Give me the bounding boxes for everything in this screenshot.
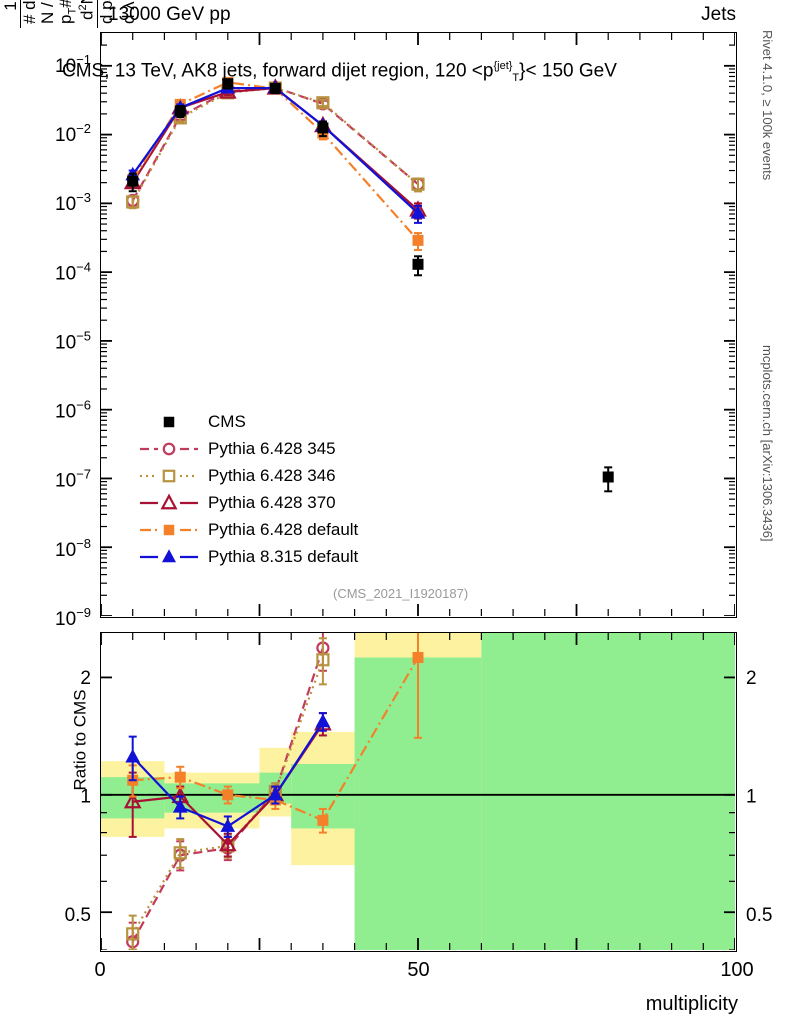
data-marker: [220, 818, 236, 832]
legend-key-pythia6-370: [140, 493, 198, 513]
series-cms: [127, 78, 614, 493]
data-marker: [160, 493, 178, 509]
legend-label: Pythia 6.428 default: [208, 519, 359, 539]
data-marker: [123, 791, 142, 809]
data-marker: [315, 713, 331, 728]
series-line: [131, 86, 419, 214]
data-marker: [126, 195, 140, 209]
data-marker: [163, 524, 175, 535]
legend-label: CMS: [208, 411, 246, 431]
data-marker: [174, 771, 186, 783]
data-marker: [163, 416, 175, 427]
x-tick-label: 50: [407, 959, 429, 981]
ratio-axis-ticks: [101, 633, 735, 950]
legend-key-icon: [140, 469, 198, 482]
x-tick-label: 0: [94, 959, 105, 981]
main-plot-svg: [101, 33, 735, 616]
data-marker: [269, 82, 281, 94]
ratio-y-tick-label-left: 1: [80, 786, 91, 807]
data-marker: [173, 846, 187, 860]
legend-key-pythia6-346: [140, 466, 198, 486]
main-y-tick-label: 10−7: [55, 467, 91, 492]
data-marker: [222, 78, 234, 90]
legend-row[interactable]: Pythia 6.428 370: [140, 489, 358, 516]
data-marker: [412, 234, 424, 246]
legend-label: Pythia 6.428 346: [208, 465, 336, 485]
data-marker: [412, 651, 424, 663]
legend-row[interactable]: Pythia 8.315 default: [140, 543, 358, 570]
legend-key-pythia8-default: [140, 547, 198, 567]
header-analysis-category: Jets: [701, 4, 736, 25]
data-marker: [172, 799, 188, 813]
legend-label: Pythia 6.428 370: [208, 492, 336, 512]
data-marker: [602, 471, 614, 483]
data-marker: [412, 258, 424, 270]
data-marker: [316, 96, 330, 110]
legend-row[interactable]: Pythia 6.428 default: [140, 516, 358, 543]
data-marker: [162, 469, 176, 482]
x-axis-label: multiplicity: [645, 993, 738, 1015]
legend-key-icon: [140, 493, 198, 509]
band-green: [481, 633, 735, 950]
data-marker: [268, 786, 283, 801]
plot-title: CMS, 13 TeV, AK8 jets, forward dijet reg…: [62, 60, 617, 85]
data-marker: [410, 205, 426, 219]
legend-key-pythia6-default: [140, 520, 198, 540]
ratio-y-tick-label-left: 0.5: [65, 905, 91, 926]
main-y-tick-label: 10−4: [55, 259, 91, 284]
main-plot-panel: [100, 32, 737, 618]
legend-key-icon: [163, 416, 175, 427]
main-y-tick-label: 10−6: [55, 398, 91, 423]
legend: CMS Pythia 6.428 345 Pythia 6.428 346 Pythi…: [140, 408, 358, 570]
data-marker: [125, 748, 141, 763]
legend-key-pythia6-345: [140, 439, 198, 459]
main-y-tick-label: 10−1: [55, 52, 91, 77]
legend-key-icon: [140, 442, 198, 455]
series-line: [131, 81, 419, 242]
data-marker: [162, 442, 176, 455]
ratio-plot-panel: [100, 632, 737, 952]
data-marker: [126, 927, 140, 941]
ratio-series-pythia-8-315-default: [125, 712, 331, 838]
main-y-tick-label: 10−8: [55, 536, 91, 561]
legend-key-icon: [140, 524, 198, 535]
analysis-id-watermark: (CMS_2021_I1920187): [333, 586, 469, 601]
data-marker: [316, 653, 330, 667]
legend-key-cms: [140, 412, 198, 432]
ratio-y-tick-label-right: 1: [746, 786, 757, 807]
data-marker: [161, 548, 177, 562]
data-marker: [127, 175, 139, 187]
data-marker: [317, 814, 329, 826]
ratio-y-tick-label-left: 2: [80, 668, 91, 689]
main-y-tick-label: 10−3: [55, 190, 91, 215]
data-marker: [411, 177, 425, 191]
legend-row[interactable]: Pythia 6.428 345: [140, 435, 358, 462]
data-marker: [222, 789, 234, 801]
ratio-plot-svg: [101, 633, 735, 950]
main-y-tick-label: 10−5: [55, 328, 91, 353]
legend-label: Pythia 8.315 default: [208, 546, 359, 566]
legend-row[interactable]: CMS: [140, 408, 358, 435]
main-axis-ticks: [101, 33, 735, 616]
main-y-tick-label: 10−9: [55, 605, 91, 630]
data-marker: [174, 105, 186, 117]
data-marker: [218, 834, 237, 852]
header-collision-energy: 13000 GeV pp: [108, 4, 231, 25]
legend-row[interactable]: Pythia 6.428 346: [140, 462, 358, 489]
x-tick-label: 100: [720, 959, 753, 981]
ratio-y-tick-label-right: 0.5: [746, 905, 772, 926]
ratio-y-tick-label-right: 2: [746, 668, 757, 689]
data-marker: [317, 122, 329, 134]
ratio-uncertainty-bands: [101, 633, 735, 950]
legend-label: Pythia 6.428 345: [208, 438, 336, 458]
legend-key-icon: [140, 548, 198, 562]
main-y-tick-label: 10−2: [55, 121, 91, 146]
